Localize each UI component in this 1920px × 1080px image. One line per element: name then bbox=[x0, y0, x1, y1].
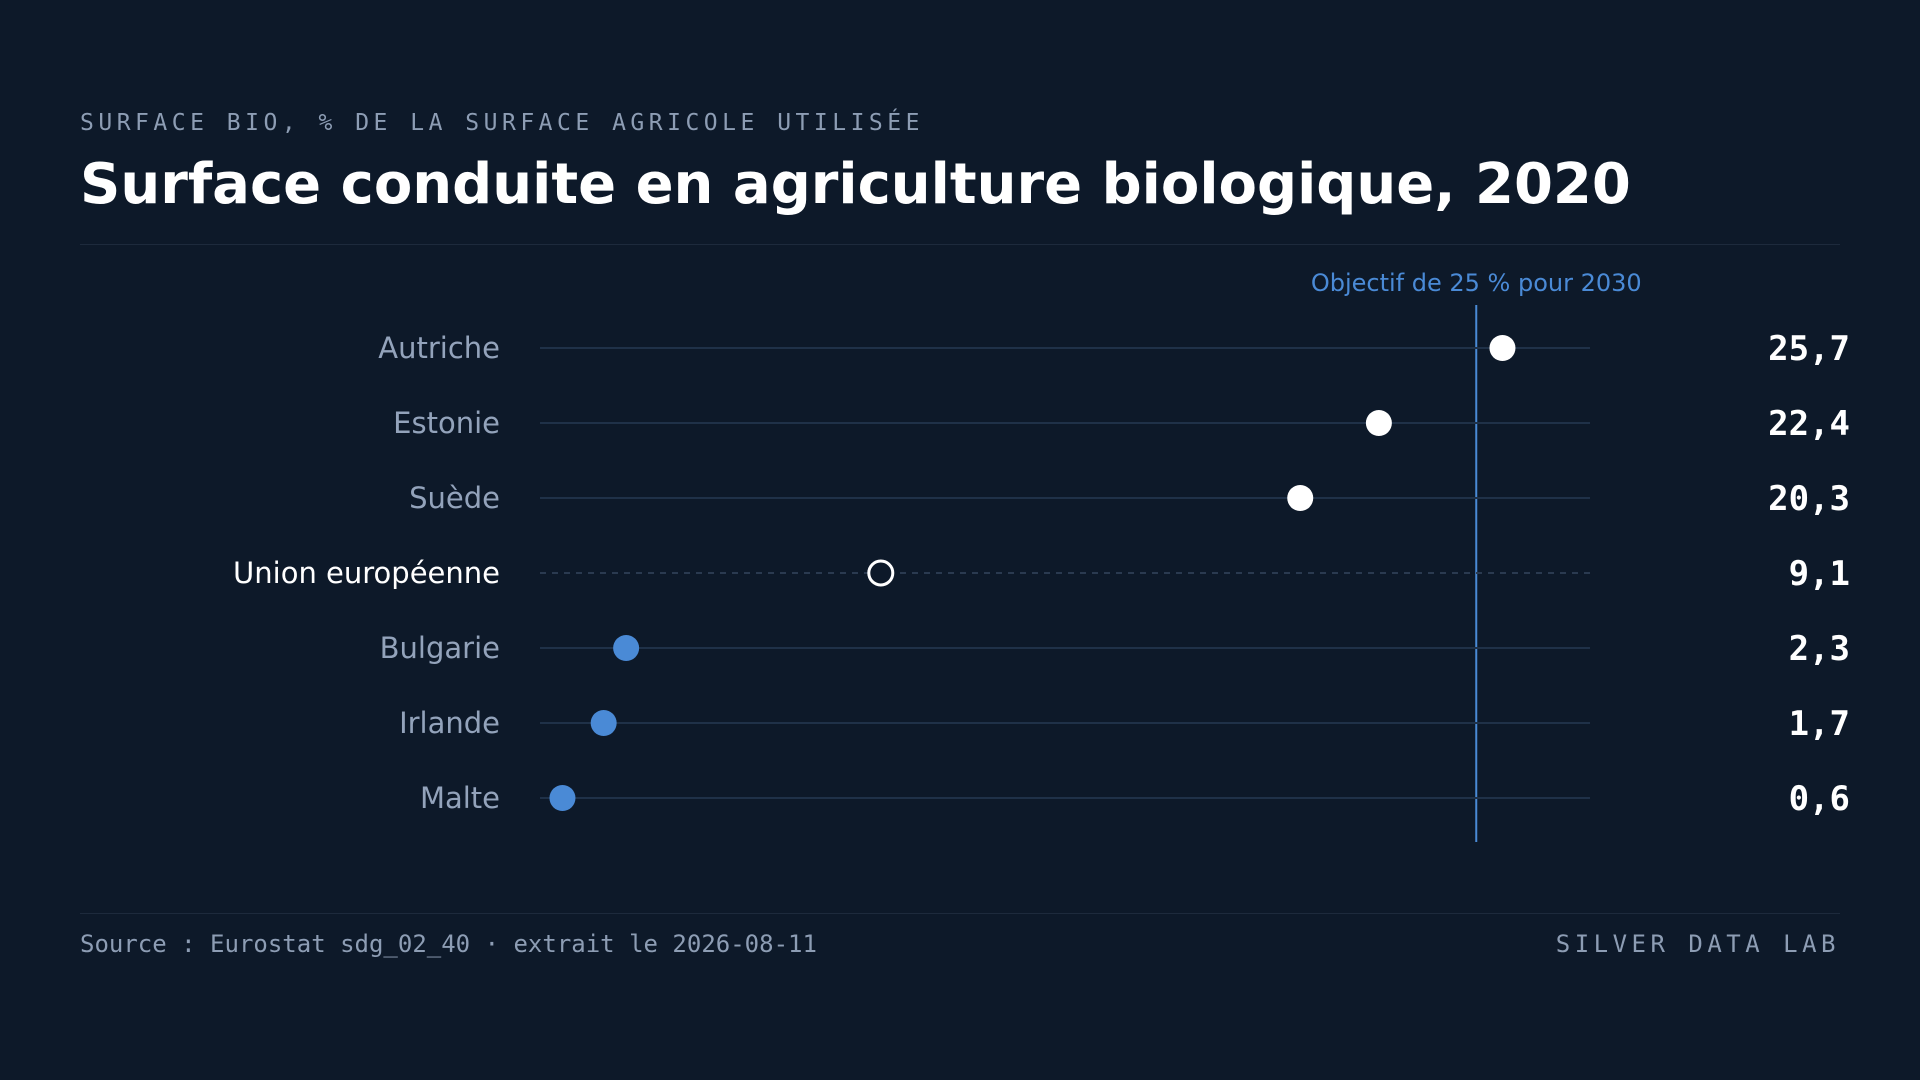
country-label: Malte bbox=[420, 781, 500, 815]
data-point bbox=[613, 635, 640, 661]
data-point bbox=[590, 710, 617, 736]
data-point bbox=[1287, 485, 1314, 511]
country-label: Estonie bbox=[393, 406, 500, 440]
source-note: Source : Eurostat sdg_02_40 · extrait le… bbox=[80, 930, 817, 958]
country-label: Autriche bbox=[378, 331, 500, 365]
value-label: 1,7 bbox=[1789, 704, 1850, 744]
country-label: Suède bbox=[409, 481, 500, 515]
country-label: Union européenne bbox=[233, 556, 500, 590]
brand-logo-text: SILVER DATA LAB bbox=[1555, 930, 1840, 958]
value-label: 2,3 bbox=[1789, 629, 1850, 669]
data-point bbox=[867, 559, 895, 587]
value-label: 20,3 bbox=[1768, 479, 1850, 519]
value-label: 22,4 bbox=[1768, 404, 1850, 444]
country-label: Irlande bbox=[399, 706, 500, 740]
data-point bbox=[1365, 410, 1392, 436]
value-label: 25,7 bbox=[1768, 329, 1850, 369]
value-label: 9,1 bbox=[1789, 554, 1850, 594]
chart-title: Surface conduite en agriculture biologiq… bbox=[80, 152, 1631, 217]
footer-divider bbox=[80, 913, 1840, 914]
value-label: 0,6 bbox=[1789, 779, 1850, 819]
chart-kicker: SURFACE BIO, % DE LA SURFACE AGRICOLE UT… bbox=[80, 110, 924, 136]
data-point bbox=[1489, 335, 1516, 361]
country-label: Bulgarie bbox=[380, 631, 500, 665]
header-divider bbox=[80, 244, 1840, 245]
target-label: Objectif de 25 % pour 2030 bbox=[1311, 269, 1642, 297]
data-point bbox=[549, 785, 576, 811]
